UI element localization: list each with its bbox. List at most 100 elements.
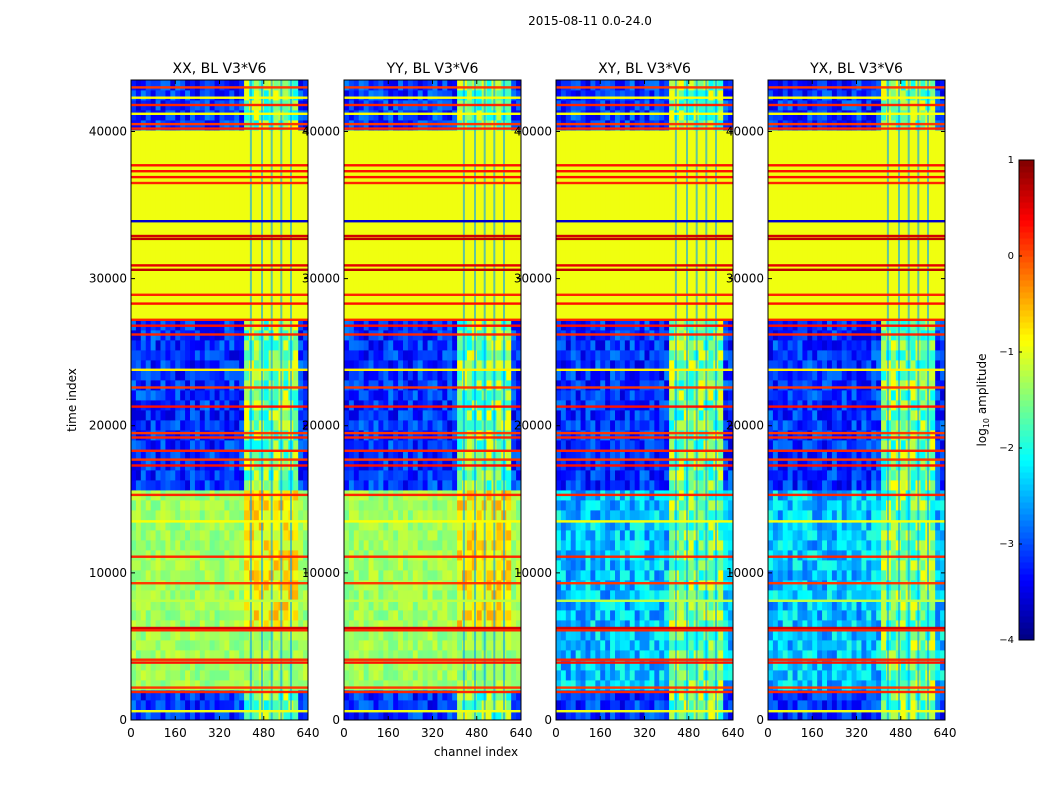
heat-cell: [273, 550, 279, 561]
heat-cell: [442, 170, 448, 181]
heat-cell: [516, 190, 522, 201]
heat-cell: [585, 650, 591, 661]
heat-cell: [293, 560, 299, 571]
heat-cell: [388, 410, 394, 421]
heat-cell: [180, 140, 186, 151]
heat-cell: [140, 250, 147, 261]
heat-cell: [150, 300, 156, 311]
heat-cell: [234, 210, 240, 221]
heat-cell: [229, 80, 235, 91]
heat-cell: [718, 690, 724, 701]
heat-cell: [432, 680, 438, 691]
heat-cell: [209, 310, 215, 321]
heat-cell: [447, 250, 453, 261]
heat-cell: [219, 640, 225, 651]
heat-cell: [239, 540, 245, 551]
heat-cell: [373, 250, 379, 261]
heat-cell: [348, 670, 355, 681]
heat-cell: [229, 640, 235, 651]
heat-cell: [698, 680, 704, 691]
heat-cell: [135, 540, 142, 551]
heat-cell: [190, 600, 196, 611]
heat-cell: [145, 80, 152, 91]
heat-cell: [140, 180, 147, 191]
heat-cell: [150, 690, 156, 701]
heat-cell: [199, 110, 206, 121]
heat-cell: [407, 500, 414, 511]
heat-cell: [511, 610, 517, 621]
heat-cell: [160, 520, 166, 531]
heat-cell: [239, 640, 245, 651]
heat-cell: [244, 540, 250, 551]
heat-cell: [383, 620, 389, 631]
heat-cell: [659, 710, 665, 721]
heat-cell: [511, 220, 517, 231]
heat-cell: [393, 90, 399, 101]
heat-cell: [293, 150, 299, 161]
heat-cell: [190, 630, 196, 641]
heat-cell: [466, 90, 473, 101]
heat-cell: [180, 450, 186, 461]
heat-cell: [506, 640, 512, 651]
heat-cell: [344, 650, 350, 661]
heat-cell: [516, 470, 522, 481]
heat-cell: [363, 400, 369, 411]
heat-cell: [476, 450, 483, 461]
heat-cell: [199, 140, 206, 151]
heat-cell: [204, 610, 211, 621]
heat-cell: [170, 90, 176, 101]
heat-cell: [344, 150, 350, 161]
heat-cell: [234, 650, 240, 661]
heat-cell: [393, 170, 399, 181]
heat-cell: [457, 270, 463, 281]
heat-cell: [229, 450, 235, 461]
heat-cell: [378, 150, 384, 161]
heat-cell: [496, 310, 502, 321]
flag-line: [344, 175, 521, 179]
heat-cell: [427, 170, 433, 181]
heat-cell: [398, 520, 404, 531]
heat-cell: [511, 430, 517, 441]
heat-cell: [486, 550, 492, 561]
heat-cell: [393, 240, 399, 251]
heat-cell: [160, 380, 166, 391]
heat-cell: [437, 700, 443, 711]
heat-cell: [368, 670, 374, 681]
heat-cell: [165, 470, 171, 481]
heat-cell: [135, 140, 142, 151]
flag-line: [344, 181, 521, 185]
heat-cell: [131, 90, 137, 101]
heat-cell: [135, 580, 142, 591]
heat-cell: [412, 710, 419, 721]
heat-cell: [150, 370, 156, 381]
heat-cell: [175, 210, 181, 221]
heat-cell: [412, 610, 419, 621]
heat-cell: [135, 250, 142, 261]
heat-cell: [393, 110, 399, 121]
heat-cell: [204, 370, 211, 381]
heat-cell: [565, 680, 572, 691]
heat-cell: [344, 140, 350, 151]
heat-cell: [244, 380, 250, 391]
heat-cell: [283, 370, 289, 381]
heat-cell: [239, 220, 245, 231]
heat-cell: [417, 480, 424, 491]
channel-stripe: [290, 80, 292, 720]
heat-cell: [363, 710, 369, 721]
heat-cell: [219, 180, 225, 191]
heat-cell: [363, 470, 369, 481]
heat-cell: [273, 180, 279, 191]
heat-cell: [180, 470, 186, 481]
heat-cell: [373, 580, 379, 591]
heat-cell: [303, 340, 309, 351]
heat-cell: [283, 600, 289, 611]
heat-cell: [244, 520, 250, 531]
heat-cell: [447, 390, 453, 401]
heat-cell: [437, 670, 443, 681]
heat-cell: [145, 170, 152, 181]
heat-cell: [432, 370, 438, 381]
heat-cell: [457, 480, 463, 491]
heat-cell: [263, 550, 270, 561]
heat-cell: [150, 240, 156, 251]
heat-cell: [209, 510, 215, 521]
